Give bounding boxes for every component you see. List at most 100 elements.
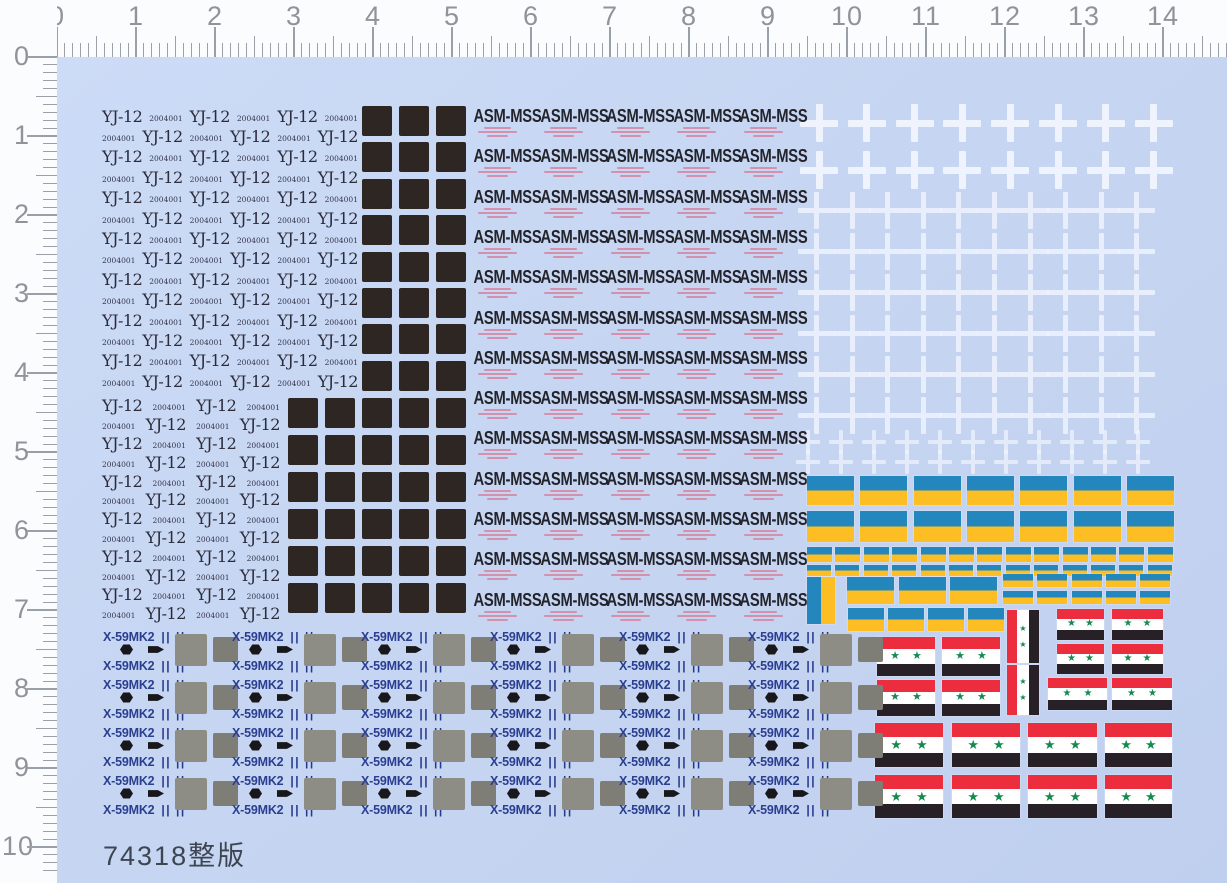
hexagon-shape — [507, 644, 520, 655]
syria-flag-red-stripe — [1105, 775, 1172, 789]
yj12-text: YJ-12 — [317, 290, 359, 310]
ruler-tick — [43, 64, 57, 66]
ruler-tick — [43, 222, 57, 224]
stencil-mark-group — [544, 167, 584, 178]
asm-mss-text: ASM-MSS — [533, 549, 608, 570]
syria-flag-star: ★ — [955, 691, 965, 704]
syria-flag-black-stripe — [952, 804, 1020, 818]
cross-mark — [1011, 356, 1049, 393]
cross-horizontal-bar — [798, 413, 835, 418]
ruler-tick — [664, 43, 666, 57]
x59mk2-label: X-59MK2 — [103, 726, 155, 740]
asm-mss-label: ASM-MSS — [606, 347, 675, 368]
yj12-text: YJ-12 — [277, 351, 318, 371]
yj12-serial: 2004001 — [149, 358, 183, 368]
yj12-serial: 2004001 — [277, 297, 311, 307]
hexagon-shape — [249, 740, 262, 751]
asm-mss-text: ASM-MSS — [466, 509, 541, 530]
ruler-tick — [980, 43, 982, 57]
bullet-shape — [535, 742, 551, 749]
syria-flag-white-stripe: ★ ★ — [942, 649, 1000, 664]
ruler-tick — [412, 36, 413, 57]
syria-flag-star: ★ — [1069, 788, 1082, 804]
asm-mss-label: ASM-MSS — [739, 106, 808, 126]
ruler-tick — [198, 43, 200, 57]
bullet-shape — [664, 646, 680, 653]
asm-mss-text: ASM-MSS — [466, 106, 541, 127]
ruler-tick — [43, 696, 57, 698]
asm-mss-label: ASM-MSS — [739, 388, 808, 409]
ukraine-flag — [807, 511, 854, 542]
cross-mark — [943, 104, 982, 142]
cross-mark — [829, 430, 853, 454]
gray-square-small — [471, 733, 496, 758]
cross-horizontal-bar — [976, 290, 1013, 295]
stencil-mark-group — [610, 409, 650, 420]
cross-horizontal-bar — [833, 290, 871, 295]
cross-horizontal-bar — [833, 331, 871, 336]
ukraine-flag — [1140, 591, 1171, 604]
yj12-rows: YJ-12 2004001 YJ-12 2004001 2004001 YJ-12 2004… — [102, 396, 280, 623]
syria-flag-white-stripe: ★ ★ — [1057, 653, 1104, 665]
syria-flag: ★ ★ — [1028, 775, 1097, 818]
stencil-mark-group — [477, 489, 517, 501]
stencil-mark — [486, 135, 508, 137]
bullet-shape — [535, 790, 551, 797]
cross-mark — [895, 450, 919, 474]
black-square — [436, 178, 466, 209]
yj12-serial: 2004001 — [196, 572, 230, 582]
x59mk2-text-line: X-59MK2 || || — [361, 628, 444, 646]
bullet-shape — [277, 694, 293, 701]
ruler-tick — [285, 43, 287, 57]
ukraine-flag — [950, 577, 997, 604]
yj12-text: YJ-12 — [102, 147, 143, 167]
asm-mss-text: ASM-MSS — [533, 590, 608, 611]
hexagon-shape — [636, 644, 649, 655]
gray-square-large — [433, 778, 465, 810]
asm-mss-label: ASM-MSS — [473, 468, 542, 489]
asm-mss-text: ASM-MSS — [666, 348, 741, 369]
syria-flag-white-stripe: ★ ★ — [1057, 618, 1104, 631]
ruler-tick — [1012, 43, 1014, 57]
ruler-tick — [36, 728, 57, 729]
stencil-mark-group — [743, 127, 783, 138]
ruler-tick — [43, 261, 57, 263]
hexagon-shape — [507, 788, 520, 799]
ruler-tick — [246, 43, 248, 57]
syria-flag-star: ★ — [1043, 737, 1056, 753]
ruler-tick — [372, 27, 374, 57]
cross-mark — [1118, 233, 1156, 270]
ruler-number: 14 — [1146, 1, 1180, 31]
syria-flag-star: ★ — [1148, 687, 1157, 699]
syria-flag-white-stripe: ★ ★ — [877, 691, 935, 705]
yj12-serial: 2004001 — [246, 591, 280, 601]
x59mk2-text-line: X-59MK2 || || — [103, 628, 186, 646]
asm-mss-label: ASM-MSS — [739, 468, 808, 489]
asm-mss-label: ASM-MSS — [672, 186, 741, 207]
x59mk2-text-line: X-59MK2 || || — [490, 628, 573, 646]
ruler-tick — [43, 269, 57, 271]
yj12-text: YJ-12 — [239, 603, 281, 623]
gray-square-small — [213, 685, 238, 710]
x59mk2-unit: X-59MK2 || || X-59MK2 || || — [103, 724, 239, 769]
stencil-mark — [477, 453, 517, 456]
stencil-mark — [610, 493, 650, 496]
asm-mss-label: ASM-MSS — [539, 106, 608, 126]
cross-horizontal-bar — [1060, 440, 1084, 444]
cross-mark — [976, 315, 1013, 352]
cross-mark — [847, 151, 886, 189]
x59mk2-unit: X-59MK2 || || X-59MK2 || || — [490, 772, 626, 817]
asm-mss-label: ASM-MSS — [606, 549, 675, 570]
stencil-mark — [550, 247, 577, 250]
gray-square-large — [562, 730, 594, 762]
ruler-tick — [617, 43, 619, 57]
yj12-text: YJ-12 — [239, 414, 281, 434]
x59mk2-label: X-59MK2 — [748, 803, 800, 817]
x59mk2-text-line: X-59MK2 || || — [232, 801, 315, 819]
yj12-text: YJ-12 — [102, 433, 143, 453]
stencil-mark — [749, 489, 777, 492]
yj12-row: YJ-12 2004001 YJ-12 2004001 — [102, 472, 280, 491]
cross-mark — [1118, 356, 1156, 393]
cross-horizontal-bar — [796, 440, 820, 444]
ruler-tick — [43, 182, 57, 184]
